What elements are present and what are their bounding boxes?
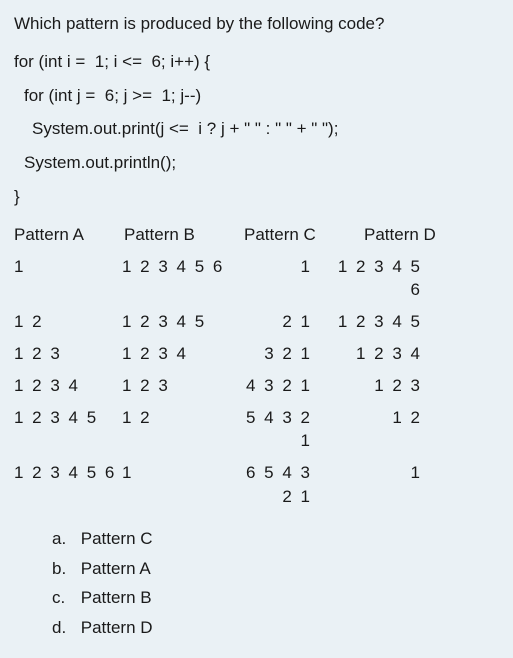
cell-d: 1 (330, 461, 430, 509)
code-line-1: for (int i = 1; i <= 6; i++) { (14, 50, 499, 74)
answer-options: a. Pattern C b. Pattern A c. Pattern B d… (14, 527, 499, 640)
header-pattern-b: Pattern B (124, 223, 244, 247)
header-pattern-d: Pattern D (364, 223, 436, 247)
pattern-row: 1 2 1 2 3 4 5 2 1 1 2 3 4 5 (14, 310, 499, 334)
pattern-row: 1 2 3 4 1 2 3 4 3 2 1 1 2 3 (14, 374, 499, 398)
cell-a: 1 (14, 255, 122, 303)
cell-d: 1 2 3 (330, 374, 430, 398)
pattern-grid: 1 1 2 3 4 5 6 1 1 2 3 4 5 6 1 2 1 2 3 4 … (14, 255, 499, 509)
cell-d: 1 2 3 4 5 6 (330, 255, 430, 303)
cell-c: 3 2 1 (230, 342, 330, 366)
option-a[interactable]: a. Pattern C (52, 527, 499, 551)
pattern-row: 1 2 3 1 2 3 4 3 2 1 1 2 3 4 (14, 342, 499, 366)
option-b[interactable]: b. Pattern A (52, 557, 499, 581)
option-text: Pattern B (81, 588, 152, 607)
cell-d: 1 2 3 4 (330, 342, 430, 366)
cell-a: 1 2 (14, 310, 122, 334)
option-letter: d. (52, 616, 76, 640)
option-text: Pattern D (81, 618, 153, 637)
pattern-headers: Pattern A Pattern B Pattern C Pattern D (14, 223, 499, 247)
pattern-row: 1 1 2 3 4 5 6 1 1 2 3 4 5 6 (14, 255, 499, 303)
code-line-2: for (int j = 6; j >= 1; j--) (14, 84, 499, 108)
cell-b: 1 2 3 (122, 374, 230, 398)
cell-a: 1 2 3 (14, 342, 122, 366)
cell-d: 1 2 (330, 406, 430, 454)
cell-d: 1 2 3 4 5 (330, 310, 430, 334)
option-d[interactable]: d. Pattern D (52, 616, 499, 640)
cell-a: 1 2 3 4 5 (14, 406, 122, 454)
cell-b: 1 2 3 4 5 (122, 310, 230, 334)
code-line-5: } (14, 185, 499, 209)
option-c[interactable]: c. Pattern B (52, 586, 499, 610)
cell-b: 1 2 3 4 (122, 342, 230, 366)
cell-a: 1 2 3 4 5 6 (14, 461, 122, 509)
cell-b: 1 2 (122, 406, 230, 454)
code-line-4: System.out.println(); (14, 151, 499, 175)
cell-b: 1 2 3 4 5 6 (122, 255, 230, 303)
cell-b: 1 (122, 461, 230, 509)
option-text: Pattern A (81, 559, 151, 578)
cell-c: 1 (230, 255, 330, 303)
cell-c: 5 4 3 2 1 (230, 406, 330, 454)
cell-c: 4 3 2 1 (230, 374, 330, 398)
header-pattern-a: Pattern A (14, 223, 124, 247)
option-letter: a. (52, 527, 76, 551)
cell-c: 6 5 4 3 2 1 (230, 461, 330, 509)
question-text: Which pattern is produced by the followi… (14, 12, 499, 36)
code-line-3: System.out.print(j <= i ? j + " " : " " … (14, 117, 499, 141)
option-letter: b. (52, 557, 76, 581)
cell-c: 2 1 (230, 310, 330, 334)
pattern-row: 1 2 3 4 5 1 2 5 4 3 2 1 1 2 (14, 406, 499, 454)
code-block: for (int i = 1; i <= 6; i++) { for (int … (14, 50, 499, 209)
header-pattern-c: Pattern C (244, 223, 364, 247)
option-text: Pattern C (81, 529, 153, 548)
option-letter: c. (52, 586, 76, 610)
cell-a: 1 2 3 4 (14, 374, 122, 398)
pattern-row: 1 2 3 4 5 6 1 6 5 4 3 2 1 1 (14, 461, 499, 509)
